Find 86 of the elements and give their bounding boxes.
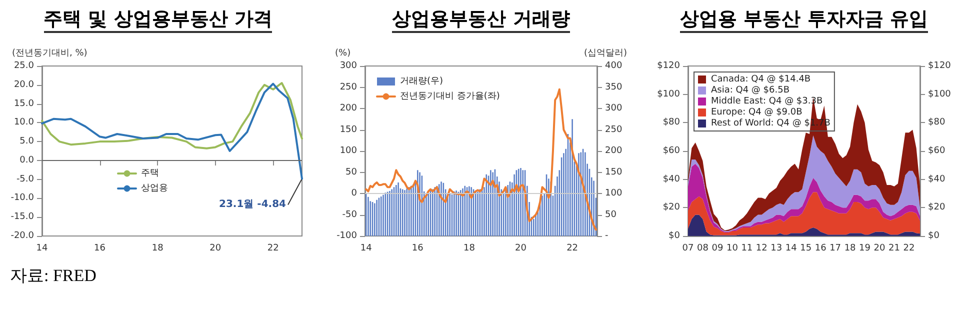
y-tick-label: 20.0 xyxy=(14,80,34,90)
legend-label: 거래량(우) xyxy=(400,76,444,86)
legend-label: Canada: Q4 @ $14.4B xyxy=(711,74,811,84)
y-tick-label: 25.0 xyxy=(14,61,34,71)
line-series xyxy=(365,88,597,231)
y-tick-label: $60 xyxy=(662,146,680,156)
y-tick-label: $40 xyxy=(662,174,680,184)
y2-tick-label: $0 xyxy=(928,231,940,241)
line-series xyxy=(41,82,303,150)
line-series xyxy=(41,82,303,180)
legend-label: 상업용 xyxy=(141,184,168,194)
y-tick-label: $80 xyxy=(662,118,680,128)
y-tick-label: 150 xyxy=(340,124,358,135)
chart-title: 상업용 부동산 투자자금 유입 xyxy=(680,8,928,33)
y2-tick-label: 400 xyxy=(605,61,622,71)
x-tick-label: 17 xyxy=(830,244,842,254)
x-tick-label: 22 xyxy=(267,244,279,254)
y-tick-label: -50 xyxy=(342,210,358,220)
x-tick-label: 18 xyxy=(152,244,164,254)
x-tick-label: 07 xyxy=(682,244,694,254)
x-tick-label: 14 xyxy=(36,244,48,254)
x-tick-label: 11 xyxy=(741,244,753,254)
x-tick-label: 10 xyxy=(726,244,738,254)
y2-tick-label: 300 xyxy=(605,104,622,114)
y2-tick-label: 50 xyxy=(605,210,617,220)
x-tick-label: 20 xyxy=(210,244,222,254)
y-tick-label: -5.0 xyxy=(16,174,34,184)
y-tick-label: $100 xyxy=(657,89,680,100)
x-tick-label: 20 xyxy=(874,244,886,254)
y2-tick-label: 200 xyxy=(605,146,622,156)
y-tick-label: 200 xyxy=(340,104,358,114)
y2-tick-label: $80 xyxy=(928,118,946,128)
y2-tick-label: 150 xyxy=(605,167,622,178)
y2-tick-label: $120 xyxy=(928,61,952,71)
x-tick-label: 16 xyxy=(94,244,106,254)
y-tick-label: 5.0 xyxy=(20,136,34,147)
y2-axis-title: (십억달러) xyxy=(584,48,627,58)
y-axis-title: (%) xyxy=(335,48,351,58)
y2-tick-label: $100 xyxy=(928,89,952,100)
y-tick-label: 100 xyxy=(340,146,358,156)
y2-tick-label: 250 xyxy=(605,124,622,135)
x-tick-label: 14 xyxy=(360,244,372,254)
chart-title: 상업용부동산 거래량 xyxy=(392,8,570,33)
y-tick-label: -10.0 xyxy=(10,193,34,204)
y-axis-title: (전년동기대비, %) xyxy=(12,48,88,58)
y-tick-label: 50 xyxy=(346,167,358,178)
y2-tick-label: 350 xyxy=(605,82,622,92)
x-tick-label: 13 xyxy=(770,244,782,254)
y2-tick-label: $60 xyxy=(928,146,946,156)
x-tick-label: 16 xyxy=(412,244,424,254)
y-tick-label: 15.0 xyxy=(14,98,34,109)
x-tick-label: 19 xyxy=(859,244,871,254)
x-tick-label: 21 xyxy=(888,244,900,254)
chart-title: 주택 및 상업용부동산 가격 xyxy=(44,8,272,33)
legend-label: Europe: Q4 @ $9.0B xyxy=(711,108,802,118)
x-tick-label: 22 xyxy=(903,244,915,254)
legend-label: Asia: Q4 @ $6.5B xyxy=(711,86,790,96)
y-tick-label: 10.0 xyxy=(14,118,34,128)
x-tick-label: 22 xyxy=(566,244,578,254)
y2-tick-label: - xyxy=(605,231,608,241)
annotation: 23.1월 -4.84 xyxy=(219,199,286,210)
y-tick-label: 0.0 xyxy=(20,155,34,166)
x-tick-label: 16 xyxy=(814,244,827,254)
text: 자료: FRED xyxy=(10,265,98,287)
y-tick-label: -100 xyxy=(336,231,358,241)
x-tick-label: 18 xyxy=(463,244,476,254)
x-tick-label: 09 xyxy=(712,244,724,254)
x-tick-label: 20 xyxy=(515,244,527,254)
y-tick-label: $20 xyxy=(662,202,680,213)
y2-tick-label: 100 xyxy=(605,188,622,198)
y2-tick-label: $40 xyxy=(928,174,946,184)
y-tick-label: $0 xyxy=(668,231,680,241)
y2-tick-label: $20 xyxy=(928,202,946,213)
y-tick-label: 0 xyxy=(351,188,358,198)
x-tick-label: 18 xyxy=(844,244,856,254)
y-tick-label: $120 xyxy=(657,61,680,71)
y-tick-label: 300 xyxy=(340,61,358,71)
x-tick-label: 08 xyxy=(697,244,709,254)
y-tick-label: -20.0 xyxy=(10,231,34,241)
x-tick-label: 15 xyxy=(800,244,812,254)
y-tick-label: -15.0 xyxy=(10,212,34,222)
x-tick-label: 14 xyxy=(785,244,798,254)
legend-label: 전년동기대비 증가율(좌) xyxy=(400,92,500,102)
legend-label: 주택 xyxy=(141,168,159,178)
x-tick-label: 12 xyxy=(756,244,768,254)
y-tick-label: 250 xyxy=(340,82,358,92)
